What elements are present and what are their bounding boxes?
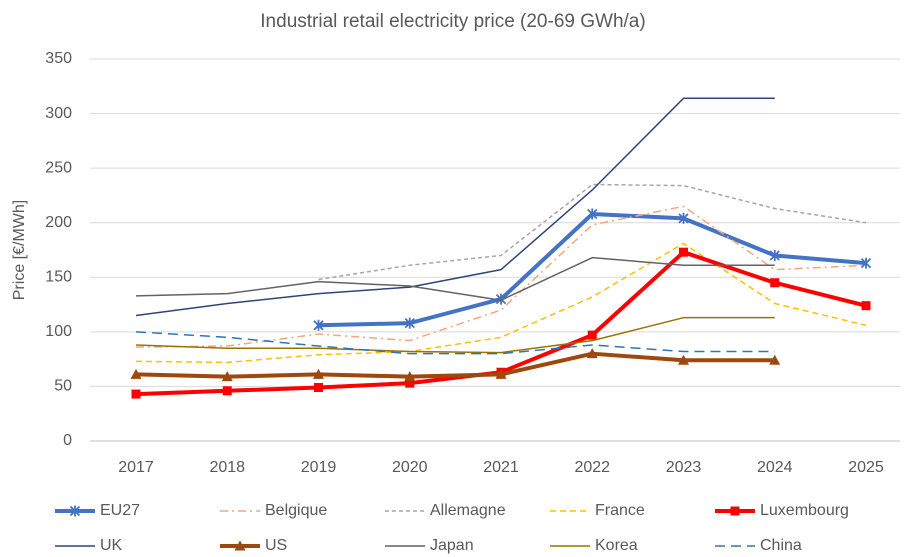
data-point — [404, 317, 415, 329]
data-point — [495, 293, 507, 305]
x-tick-label: 2019 — [301, 459, 337, 476]
legend-label: Allemagne — [430, 502, 506, 519]
x-tick-label: 2017 — [118, 459, 154, 476]
data-point — [405, 378, 415, 388]
y-tick-label: 300 — [45, 105, 72, 122]
x-tick-label: 2018 — [209, 459, 245, 476]
data-point — [678, 354, 689, 365]
y-tick-label: 0 — [63, 432, 72, 449]
data-point — [769, 249, 780, 261]
y-axis-label: Price [€/MWh] — [11, 200, 28, 300]
legend-label: Korea — [595, 537, 638, 554]
series-line — [135, 331, 775, 355]
y-tick-label: 150 — [45, 269, 72, 286]
legend-label: Luxembourg — [760, 502, 849, 519]
y-tick-label: 50 — [54, 378, 72, 395]
x-tick-label: 2025 — [848, 459, 884, 476]
data-point — [860, 257, 872, 269]
legend-marker — [234, 540, 246, 551]
series-line — [135, 316, 775, 354]
series-line — [135, 351, 775, 379]
data-point — [587, 208, 598, 220]
x-tick-label: 2020 — [392, 459, 428, 476]
y-tick-label: 250 — [45, 159, 72, 176]
legend-label: China — [760, 537, 802, 554]
series-line — [318, 183, 867, 281]
chart-title: Industrial retail electricity price (20-… — [260, 11, 645, 32]
legend-label: UK — [100, 537, 123, 554]
data-point — [770, 278, 780, 288]
data-point — [313, 368, 324, 379]
legend-marker — [69, 505, 81, 517]
series-line — [135, 97, 775, 317]
x-tick-label: 2022 — [574, 459, 610, 476]
data-point — [130, 368, 142, 379]
legend-label: EU27 — [100, 502, 140, 519]
legend-label: Japan — [430, 537, 474, 554]
data-point — [404, 371, 416, 382]
series-line — [135, 256, 775, 301]
data-point — [314, 383, 323, 393]
legend-label: France — [595, 502, 645, 519]
data-point — [131, 389, 141, 399]
y-tick-label: 350 — [45, 50, 72, 67]
data-point — [586, 348, 598, 359]
data-point — [313, 319, 324, 331]
data-point — [222, 386, 232, 396]
x-tick-label: 2023 — [666, 459, 702, 476]
legend-marker — [730, 506, 740, 516]
legend-label: Belgique — [265, 502, 327, 519]
x-tick-label: 2021 — [483, 459, 519, 476]
data-point — [587, 330, 597, 340]
data-point — [679, 247, 688, 257]
data-point — [495, 368, 507, 379]
data-point — [861, 301, 871, 311]
series-line — [135, 242, 867, 364]
legend-label: US — [265, 537, 287, 554]
data-point — [678, 212, 689, 224]
data-point — [769, 354, 781, 365]
data-point — [221, 371, 233, 382]
y-tick-label: 200 — [45, 214, 72, 231]
series-line — [135, 205, 867, 348]
x-tick-label: 2024 — [757, 459, 793, 476]
y-tick-label: 100 — [45, 323, 72, 340]
